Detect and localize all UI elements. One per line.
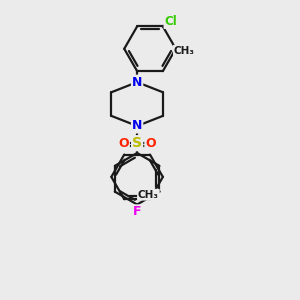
Text: F: F: [133, 206, 141, 218]
Text: O: O: [145, 137, 156, 150]
Text: O: O: [118, 137, 129, 150]
Text: N: N: [132, 119, 142, 133]
Text: Cl: Cl: [164, 15, 177, 28]
Text: S: S: [132, 136, 142, 150]
Text: N: N: [132, 76, 142, 88]
Text: CH₃: CH₃: [138, 190, 159, 200]
Text: CH₃: CH₃: [174, 46, 195, 56]
